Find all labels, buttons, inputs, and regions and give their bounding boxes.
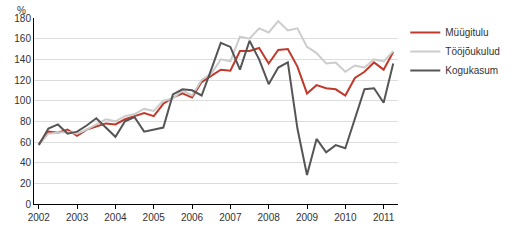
svg-text:2009: 2009 [296,212,319,223]
svg-text:100: 100 [14,95,31,106]
svg-text:120: 120 [14,75,31,86]
svg-text:2003: 2003 [66,212,89,223]
svg-text:2010: 2010 [334,212,357,223]
svg-text:80: 80 [20,116,32,127]
svg-text:2011: 2011 [373,212,395,223]
svg-text:2007: 2007 [219,212,242,223]
svg-text:20: 20 [20,178,32,189]
svg-text:2008: 2008 [258,212,281,223]
svg-text:160: 160 [14,33,31,44]
svg-text:60: 60 [20,137,32,148]
svg-text:40: 40 [20,157,32,168]
svg-text:2005: 2005 [143,212,166,223]
svg-text:2002: 2002 [28,212,51,223]
svg-text:Kogukasum: Kogukasum [445,65,498,76]
svg-text:140: 140 [14,54,31,65]
svg-text:0: 0 [25,199,31,210]
svg-text:2004: 2004 [104,212,127,223]
svg-text:Müügitulu: Müügitulu [445,27,488,38]
svg-text:180: 180 [14,13,31,24]
svg-text:2006: 2006 [181,212,204,223]
svg-text:Tööjõukulud: Tööjõukulud [445,46,499,57]
svg-text:%: % [17,5,26,16]
